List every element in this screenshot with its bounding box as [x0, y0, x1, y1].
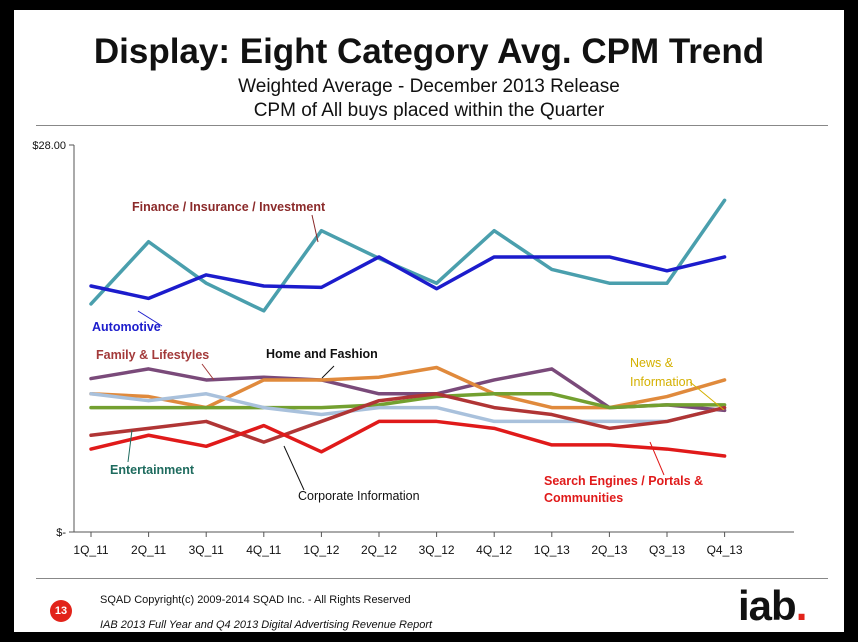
chart-subtitle-2: CPM of All buys placed within the Quarte… — [253, 100, 605, 121]
x-tick-label: 3Q_11 — [189, 543, 224, 557]
logo-text: iab — [738, 582, 797, 629]
y-tick-label: $- — [56, 527, 66, 539]
annotation-leader — [321, 365, 335, 379]
x-tick-label: Q4_13 — [707, 543, 743, 557]
series-line — [89, 392, 727, 410]
header-divider — [36, 125, 828, 126]
page-number-badge: 13 — [50, 600, 72, 622]
iab-logo: iab. — [738, 582, 808, 630]
annotation-leader — [201, 363, 215, 381]
x-tick-label: 1Q_12 — [303, 543, 339, 557]
logo-dot: . — [795, 582, 808, 629]
annotation-leader — [311, 214, 319, 243]
series-label: Finance / Insurance / Investment — [132, 200, 326, 214]
series-label: Communities — [544, 491, 623, 505]
series-line — [89, 255, 727, 301]
annotation-leader — [283, 445, 305, 491]
y-tick-label: $28.00 — [32, 140, 66, 152]
x-tick-label: 1Q_11 — [73, 543, 108, 557]
chart-subtitle-1: Weighted Average - December 2013 Release — [238, 76, 620, 97]
series-label: Home and Fashion — [266, 347, 378, 361]
series-line — [89, 392, 727, 444]
annotation-leader — [137, 310, 163, 327]
footer-divider — [36, 578, 828, 579]
x-tick-label: 2Q_11 — [131, 543, 166, 557]
series-label: Information — [630, 375, 693, 389]
annotation-leader — [649, 441, 665, 476]
x-tick-label: 4Q_11 — [246, 543, 281, 557]
series-line — [89, 198, 727, 313]
series-line — [89, 392, 727, 424]
annotation-leader — [689, 381, 725, 411]
x-tick-label: 2Q_12 — [361, 543, 397, 557]
series-label: Corporate Information — [298, 489, 420, 503]
x-tick-label: 2Q_13 — [591, 543, 627, 557]
line-chart: $28.00 $- 1Q_11 2Q_11 3Q_11 4Q_11 1Q_12 2Q_12 3Q… — [32, 140, 794, 557]
series-line — [89, 419, 727, 458]
report-name: IAB 2013 Full Year and Q4 2013 Digital A… — [100, 619, 433, 631]
x-tick-label: 3Q_12 — [419, 543, 455, 557]
series-label: Family & Lifestyles — [96, 348, 209, 362]
series-label: Automotive — [92, 320, 161, 334]
series-label: Search Engines / Portals & — [544, 474, 703, 488]
x-tick-label: 4Q_12 — [476, 543, 512, 557]
series-label: News & — [630, 356, 674, 370]
x-tick-label: 1Q_13 — [534, 543, 570, 557]
annotation-leader — [127, 429, 133, 463]
copyright-text: SQAD Copyright(c) 2009-2014 SQAD Inc. - … — [100, 594, 411, 606]
series-label: Entertainment — [110, 463, 195, 477]
chart-title: Display: Eight Category Avg. CPM Trend — [93, 32, 765, 71]
slide: Display: Eight Category Avg. CPM Trend W… — [14, 10, 844, 632]
x-tick-label: Q3_13 — [649, 543, 685, 557]
